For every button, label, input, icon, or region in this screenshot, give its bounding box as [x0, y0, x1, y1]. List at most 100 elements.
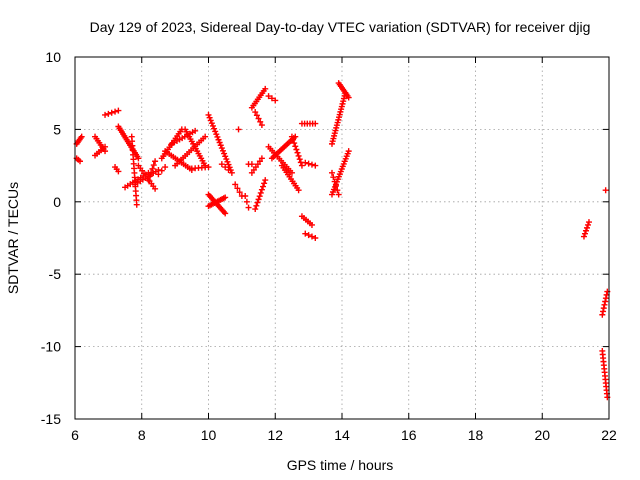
data-point — [245, 204, 252, 211]
data-point — [255, 115, 262, 122]
data-point — [149, 165, 156, 172]
data-point — [602, 298, 609, 305]
data-point — [145, 177, 152, 184]
data-point — [216, 139, 223, 146]
data-point — [305, 160, 312, 167]
data-point — [205, 111, 212, 118]
data-point — [225, 166, 232, 173]
x-tick-label: 8 — [138, 427, 146, 443]
data-point — [78, 133, 85, 140]
data-point — [242, 193, 249, 200]
y-tick-label: -5 — [49, 266, 62, 282]
data-point — [232, 181, 239, 188]
data-point — [102, 111, 109, 118]
data-point — [332, 182, 339, 189]
data-point — [260, 183, 267, 190]
data-point — [308, 221, 315, 228]
data-point — [213, 131, 220, 138]
data-point — [272, 97, 279, 104]
data-point — [302, 159, 309, 166]
data-point — [148, 169, 155, 176]
data-point — [258, 186, 265, 193]
x-tick-label: 10 — [201, 427, 217, 443]
data-point — [211, 125, 218, 132]
data-point — [262, 177, 269, 184]
data-point — [308, 233, 315, 240]
data-point — [293, 146, 300, 153]
y-tick-label: -15 — [41, 411, 61, 427]
data-point — [312, 120, 319, 127]
data-point — [298, 162, 305, 169]
data-point — [115, 107, 122, 114]
data-points — [73, 80, 611, 401]
y-tick-label: 10 — [45, 49, 61, 65]
data-point — [225, 161, 232, 168]
data-point — [146, 173, 153, 180]
data-point — [265, 93, 272, 100]
data-point — [205, 164, 212, 171]
data-point — [219, 147, 226, 154]
data-point — [255, 196, 262, 203]
data-point — [312, 235, 319, 241]
data-point — [235, 126, 242, 133]
data-point — [345, 148, 352, 155]
data-point — [223, 156, 230, 163]
data-point — [217, 142, 224, 149]
data-point — [152, 185, 159, 192]
data-point — [290, 136, 297, 143]
data-point — [222, 153, 229, 160]
data-point — [150, 162, 157, 169]
data-point — [582, 227, 589, 234]
x-tick-label: 22 — [601, 427, 617, 443]
x-tick-label: 12 — [267, 427, 283, 443]
data-point — [105, 110, 112, 117]
data-point — [243, 198, 250, 205]
data-point — [330, 174, 337, 181]
data-point — [214, 133, 221, 140]
data-point — [295, 152, 302, 159]
data-point — [261, 180, 268, 187]
data-point — [218, 161, 225, 168]
y-tick-label: 5 — [53, 121, 61, 137]
data-point — [294, 149, 301, 156]
data-point — [335, 191, 342, 198]
data-point — [206, 114, 213, 121]
data-point — [288, 169, 295, 176]
data-point — [248, 161, 255, 168]
data-point — [262, 85, 269, 92]
data-point — [135, 155, 142, 162]
data-point — [253, 202, 260, 209]
chart-title: Day 129 of 2023, Sidereal Day-to-day VTE… — [90, 19, 591, 35]
x-tick-label: 18 — [468, 427, 484, 443]
y-axis-title: SDTVAR / TECUs — [5, 182, 21, 294]
data-point — [602, 295, 609, 302]
data-point — [252, 206, 259, 213]
data-point — [583, 224, 590, 231]
data-point — [585, 219, 592, 226]
data-point — [268, 95, 275, 102]
data-point — [257, 189, 264, 196]
data-point — [312, 162, 319, 169]
data-point — [202, 133, 209, 140]
data-point — [108, 109, 115, 116]
data-point — [222, 210, 229, 217]
data-point — [600, 305, 607, 312]
data-point — [236, 189, 243, 196]
data-point — [258, 155, 265, 162]
data-point — [599, 311, 606, 318]
data-point — [158, 167, 165, 174]
data-point — [305, 232, 312, 239]
x-axis-title: GPS time / hours — [287, 457, 394, 473]
data-point — [581, 230, 588, 237]
data-point — [152, 158, 159, 165]
data-point — [222, 164, 229, 171]
y-tick-label: 0 — [53, 194, 61, 210]
data-point — [331, 178, 338, 185]
data-point — [133, 201, 140, 208]
data-point — [288, 133, 295, 140]
data-point — [601, 301, 608, 308]
data-point — [234, 185, 241, 192]
data-point — [302, 230, 309, 237]
data-point — [102, 143, 109, 150]
